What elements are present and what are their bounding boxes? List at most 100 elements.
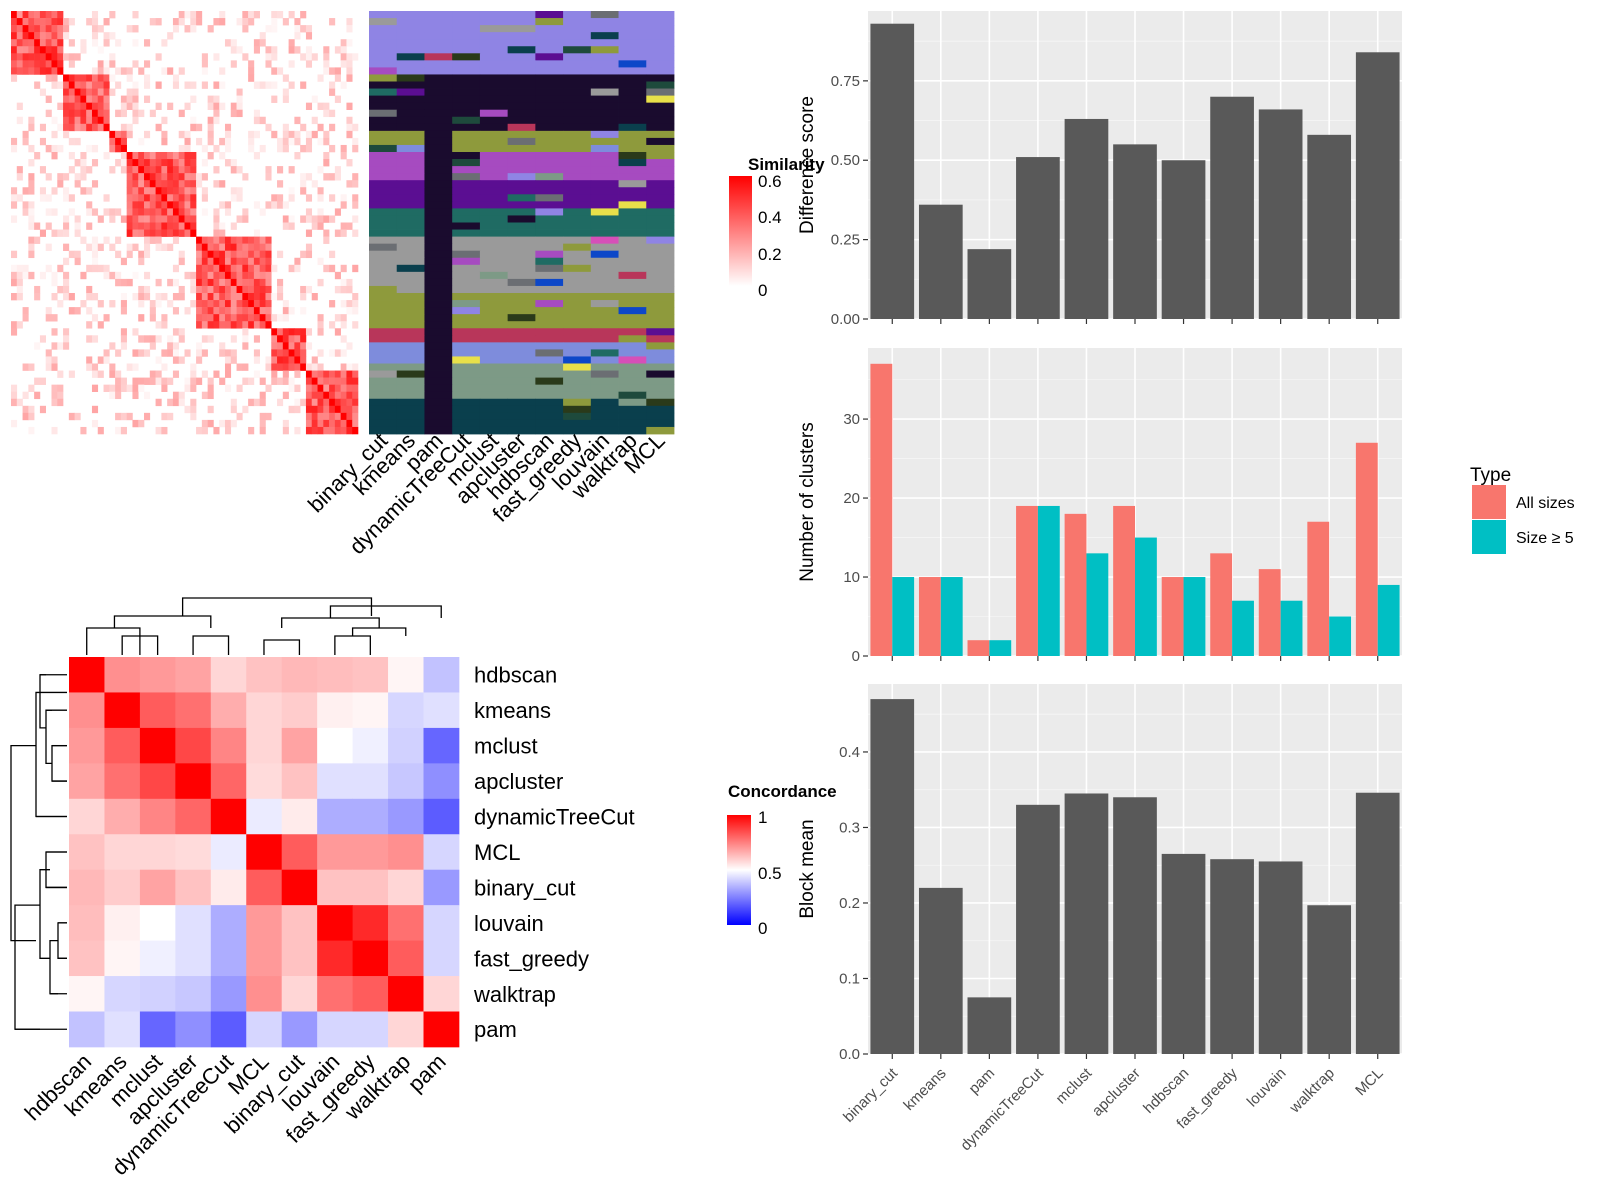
similarity-cell [34, 11, 41, 19]
concordance-cell [388, 834, 424, 871]
cluster-assignment-cell [424, 46, 453, 54]
similarity-cell [236, 293, 243, 301]
similarity-cell [22, 307, 29, 315]
similarity-cell [277, 342, 284, 350]
cluster-assignment-cell [618, 328, 647, 336]
y-tick-label: 0.2 [839, 895, 860, 912]
similarity-cell [305, 412, 313, 421]
similarity-cell [22, 18, 29, 26]
cluster-assignment-cell [452, 229, 481, 237]
similarity-cell [28, 123, 35, 132]
similarity-cell [172, 18, 180, 26]
similarity-cell [340, 370, 347, 378]
similarity-cell [155, 293, 162, 301]
similarity-cell [248, 398, 255, 407]
similarity-cell [219, 67, 226, 75]
similarity-cell [305, 130, 313, 139]
similarity-cell [103, 32, 110, 40]
cluster-assignment-cell [590, 314, 619, 322]
cluster-assignment-cell [618, 53, 647, 61]
similarity-cell [91, 32, 99, 40]
similarity-cell [340, 60, 347, 68]
cluster-assignment-cell [590, 356, 619, 364]
cluster-assignment-cell [646, 293, 675, 301]
similarity-cell [16, 293, 23, 301]
cluster-assignment-cell [369, 25, 398, 33]
similarity-cell [126, 229, 133, 237]
similarity-cell [63, 229, 70, 237]
cluster-assignment-cell [618, 137, 647, 146]
similarity-cell [63, 194, 70, 202]
similarity-cell [224, 293, 232, 301]
cluster-assignment-cell [618, 144, 647, 153]
similarity-cell [190, 123, 197, 132]
similarity-cell [138, 250, 145, 259]
concordance-cell [104, 905, 141, 941]
cluster-assignment-cell [590, 173, 619, 181]
similarity-cell [178, 144, 185, 153]
concordance-cell [423, 692, 460, 729]
similarity-cell [39, 46, 46, 54]
similarity-cell [196, 11, 203, 19]
cluster-assignment-cell [618, 130, 647, 139]
similarity-cell [45, 46, 52, 54]
cluster-assignment-cell [452, 152, 481, 160]
similarity-cell [323, 102, 330, 110]
similarity-cell [253, 300, 260, 308]
similarity-cell [68, 137, 75, 146]
similarity-cell [86, 356, 93, 364]
similarity-cell [11, 74, 18, 82]
cluster-assignment-cell [646, 271, 675, 280]
similarity-cell [305, 250, 313, 259]
similarity-cell [265, 46, 272, 54]
similarity-cell [334, 391, 341, 400]
cluster-assignment-cell [563, 74, 592, 82]
similarity-cell [57, 53, 64, 61]
cluster-assignment-cell [535, 405, 564, 414]
bar [1355, 52, 1400, 319]
similarity-cell [248, 18, 255, 26]
similarity-cell [224, 243, 232, 251]
similarity-cell [138, 137, 145, 146]
cluster-assignment-cell [479, 109, 509, 118]
similarity-cell [126, 130, 133, 139]
similarity-cell [323, 229, 330, 237]
cluster-assignment-cell [396, 60, 425, 68]
cluster-assignment-cell [452, 349, 481, 357]
similarity-cell [178, 356, 185, 364]
similarity-cell [51, 53, 58, 61]
legend-label: Size ≥ 5 [1516, 530, 1574, 547]
similarity-cell [259, 278, 266, 287]
similarity-cell [126, 384, 133, 392]
similarity-cell [86, 307, 93, 315]
similarity-cell [22, 130, 29, 139]
similarity-cell [346, 391, 353, 400]
similarity-cell [126, 123, 133, 132]
similarity-cell [51, 116, 58, 125]
similarity-cell [132, 419, 139, 428]
similarity-cell [340, 398, 347, 407]
similarity-cell [161, 116, 168, 125]
similarity-cell [109, 363, 116, 371]
similarity-cell [184, 307, 191, 315]
cluster-assignment-cell [507, 39, 536, 47]
similarity-cell [317, 314, 324, 322]
dendrogram-branch [281, 617, 380, 628]
similarity-cell [103, 109, 110, 118]
concordance-cell [281, 657, 318, 693]
y-tick-label: 0.50 [831, 152, 860, 169]
cluster-assignment-cell [479, 201, 509, 209]
similarity-cell [311, 391, 318, 400]
similarity-cell [288, 39, 295, 47]
similarity-cell [311, 116, 318, 125]
similarity-cell [178, 328, 185, 336]
similarity-cell [305, 328, 313, 336]
similarity-cell [311, 412, 318, 421]
cluster-assignment-cell [424, 356, 453, 364]
similarity-cell [172, 180, 180, 188]
cluster-assignment-cell [535, 412, 564, 421]
cluster-assignment-cell [507, 278, 536, 287]
similarity-cell [161, 152, 168, 160]
similarity-cell [149, 208, 156, 216]
similarity-cell [51, 144, 58, 153]
